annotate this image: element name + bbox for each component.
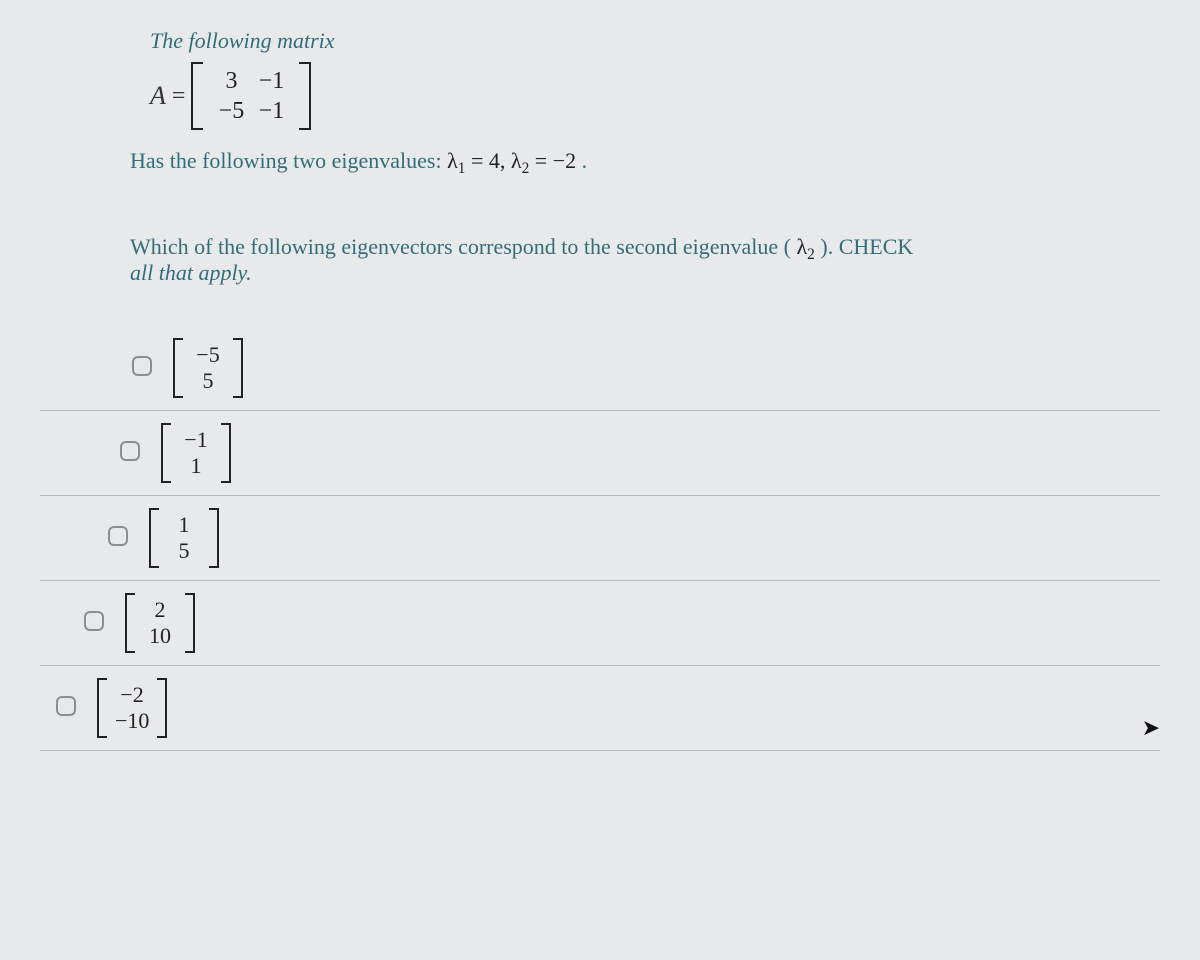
option-checkbox[interactable] (108, 526, 128, 546)
cursor-icon: ➤ (1142, 715, 1160, 741)
answer-options: −55−1115210−2−10 (40, 326, 1160, 751)
equals-sign: = (172, 83, 186, 110)
answer-option: −11 (40, 411, 1160, 496)
matrix-cell: 3 (211, 66, 251, 96)
answer-option: 210 (40, 581, 1160, 666)
matrix-cell: −5 (211, 96, 251, 126)
checkbox-wrap (104, 523, 131, 554)
vector-cell: 1 (167, 512, 201, 538)
q-line2: all that apply. (130, 260, 1140, 286)
vector-cell: 5 (191, 368, 225, 394)
lambda-2-ref: λ2 (797, 234, 821, 259)
intro-text: The following matrix (150, 28, 1140, 54)
lambda-1: λ1 = 4, λ2 = −2 (447, 148, 582, 173)
matrix-cell: −1 (251, 96, 291, 126)
matrix-A: 3 −1 −5 −1 (191, 62, 311, 130)
vector-cell: 2 (143, 597, 177, 623)
answer-option: 15 (40, 496, 1160, 581)
checkbox-wrap (52, 693, 79, 724)
option-checkbox[interactable] (120, 441, 140, 461)
option-vector: 15 (149, 508, 219, 568)
vector-cell: 1 (179, 453, 213, 479)
eig-prefix: Has the following two eigenvalues: (130, 148, 447, 173)
q-part2: ). CHECK (820, 234, 913, 259)
option-vector: −11 (161, 423, 231, 483)
matrix-definition: A = 3 −1 −5 −1 (150, 62, 1140, 130)
option-vector: 210 (125, 593, 195, 653)
option-checkbox[interactable] (56, 696, 76, 716)
prompt-section: The following matrix A = 3 −1 −5 −1 (40, 28, 1160, 286)
q-part1: Which of the following eigenvectors corr… (130, 234, 797, 259)
vector-cell: −2 (115, 682, 149, 708)
vector-cell: −1 (179, 427, 213, 453)
matrix-cell: −1 (251, 66, 291, 96)
vector-cell: −10 (115, 708, 149, 734)
answer-option: −2−10 (40, 666, 1160, 751)
vector-cell: 10 (143, 623, 177, 649)
option-vector: −2−10 (97, 678, 167, 738)
question-page: The following matrix A = 3 −1 −5 −1 (0, 0, 1200, 960)
vector-cell: −5 (191, 342, 225, 368)
question-text: Which of the following eigenvectors corr… (130, 234, 1140, 286)
matrix-label: A (150, 81, 166, 111)
checkbox-wrap (80, 608, 107, 639)
answer-option: −55 (40, 326, 1160, 411)
option-checkbox[interactable] (84, 611, 104, 631)
eigenvalue-statement: Has the following two eigenvalues: λ1 = … (130, 148, 1140, 174)
checkbox-wrap (116, 438, 143, 469)
option-checkbox[interactable] (132, 356, 152, 376)
vector-cell: 5 (167, 538, 201, 564)
checkbox-wrap (128, 353, 155, 384)
eig-suffix: . (582, 148, 588, 173)
option-vector: −55 (173, 338, 243, 398)
